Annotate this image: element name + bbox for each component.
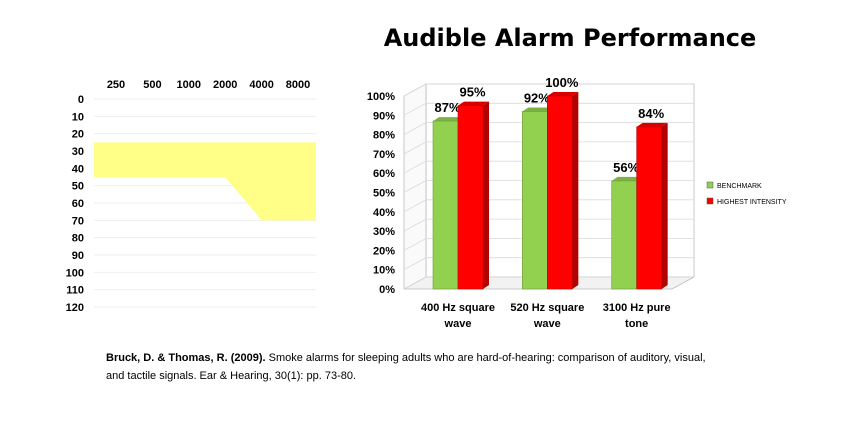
bar-top — [433, 117, 464, 122]
bar-chart-y-tick: 30% — [373, 226, 395, 238]
citation-text: Smoke alarms for sleeping adults who are… — [106, 352, 706, 382]
bar-chart-gridline — [403, 160, 694, 174]
audiogram-y-tick: 30 — [72, 146, 84, 158]
audiogram-y-tick: 0 — [78, 94, 84, 106]
bar-chart-gridline — [403, 257, 694, 271]
bar-top — [547, 92, 579, 96]
bar-chart-y-tick: 0% — [379, 284, 395, 296]
bar-category-label: 400 Hz square wave — [421, 302, 495, 330]
bar-data-label: 84% — [638, 106, 664, 121]
bar-chart-gridline — [403, 276, 694, 290]
chart-title: Audible Alarm Performance — [383, 24, 757, 52]
bar-data-label: 56% — [613, 160, 639, 175]
audiogram-x-tick: 1000 — [177, 79, 201, 91]
bar-data-label: 95% — [459, 85, 485, 100]
bar-top — [458, 101, 489, 106]
bar-benchmark — [611, 180, 637, 290]
bar-chart-y-tick: 100% — [367, 91, 395, 103]
bar-benchmark — [522, 111, 548, 290]
bar-top — [611, 176, 643, 181]
bar-category-label: 3100 Hz pure tone — [603, 302, 671, 330]
bar-chart-gridline — [403, 237, 694, 251]
audiogram-hearing-band — [94, 142, 316, 221]
bar-benchmark — [432, 120, 459, 290]
bar-chart-gridline — [403, 102, 694, 116]
bar-highest-intensity — [457, 105, 484, 290]
audiogram-y-tick: 100 — [66, 267, 84, 279]
audiogram-y-tick: 60 — [72, 198, 84, 210]
audiogram-x-tick: 250 — [107, 79, 125, 91]
audiogram-x-tick: 2000 — [213, 79, 237, 91]
audiogram-y-tick: 10 — [72, 111, 84, 123]
audiogram-y-tick: 90 — [72, 250, 84, 262]
audiogram-y-tick: 80 — [72, 233, 84, 245]
audiogram-y-tick: 50 — [72, 181, 84, 193]
bar-data-label: 87% — [434, 100, 460, 115]
bar-side — [661, 122, 668, 289]
bar-chart-gridline — [403, 122, 694, 135]
bar-chart-y-tick: 20% — [373, 245, 395, 257]
bar-chart-y-tick: 70% — [373, 149, 395, 161]
legend-label: HIGHEST INTENSITY — [717, 199, 787, 206]
audiogram-x-tick: 8000 — [286, 79, 310, 91]
bar-chart-y-tick: 90% — [373, 110, 395, 122]
bar-side — [483, 101, 489, 290]
audiogram-y-tick: 40 — [72, 163, 84, 175]
audiogram-y-tick: 20 — [72, 129, 84, 141]
bar-chart-y-tick: 40% — [373, 207, 395, 219]
audiogram-y-tick: 70 — [72, 215, 84, 227]
bar-chart-gridline — [403, 83, 694, 97]
bar-chart-y-tick: 60% — [373, 168, 395, 180]
bar-top — [636, 122, 668, 127]
legend-label: BENCHMARK — [717, 183, 762, 190]
audiogram-y-tick: 110 — [66, 285, 84, 297]
bar-chart-y-tick: 10% — [373, 265, 395, 277]
bar-top — [522, 107, 554, 112]
bar-chart-y-tick: 50% — [373, 188, 395, 200]
bar-chart-gridline — [403, 141, 694, 155]
legend-swatch — [706, 197, 714, 205]
bar-category-label: 520 Hz square wave — [510, 302, 584, 330]
audiogram-y-tick: 120 — [66, 302, 84, 314]
citation-authors: Bruck, D. & Thomas, R. (2009). — [106, 352, 266, 364]
bar-highest-intensity — [547, 95, 573, 290]
bar-data-label: 100% — [545, 75, 579, 90]
bar-chart-gridline — [403, 199, 694, 213]
audiogram-x-tick: 4000 — [249, 79, 273, 91]
audiogram-x-tick: 500 — [143, 79, 161, 91]
bar-side — [572, 92, 579, 289]
bar-highest-intensity — [636, 126, 662, 290]
bar-chart-gridline — [403, 218, 694, 232]
bar-chart-gridline — [403, 180, 694, 193]
legend-swatch — [706, 181, 714, 189]
citation: Bruck, D. & Thomas, R. (2009). Smoke ala… — [106, 349, 706, 385]
bar-data-label: 92% — [524, 90, 550, 105]
bar-chart-y-tick: 80% — [373, 130, 395, 142]
